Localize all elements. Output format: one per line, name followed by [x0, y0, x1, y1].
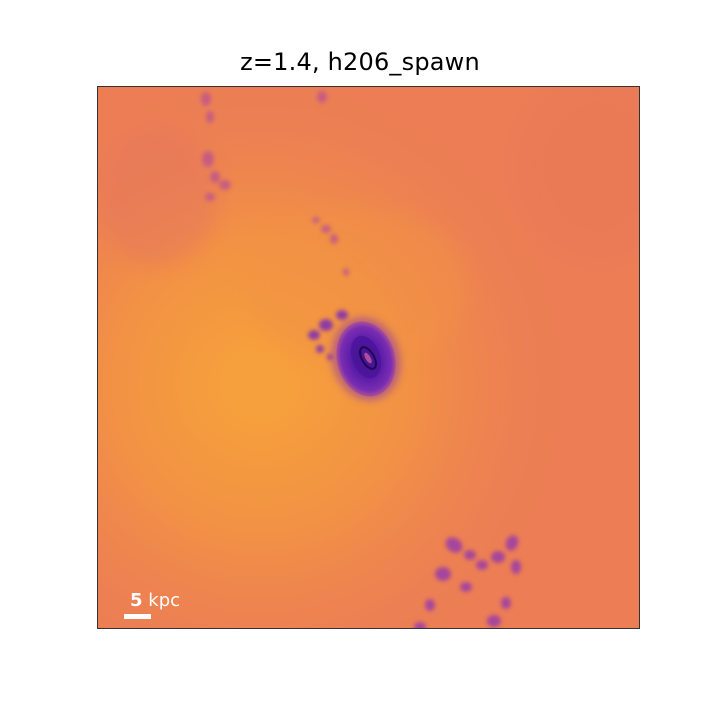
- scale-bar-value: 5: [130, 590, 143, 611]
- scale-bar-label: 5 kpc: [130, 590, 180, 611]
- filament-upper-left: [201, 91, 349, 276]
- scale-bar-unit: kpc: [148, 590, 181, 611]
- scale-bar: [124, 614, 151, 619]
- density-projection-image: [97, 86, 640, 629]
- satellite-clumps: [308, 310, 348, 360]
- central-galaxy: [331, 317, 401, 401]
- plot-title: z=1.4, h206_spawn: [240, 48, 480, 76]
- filament-lower-right: [414, 535, 521, 628]
